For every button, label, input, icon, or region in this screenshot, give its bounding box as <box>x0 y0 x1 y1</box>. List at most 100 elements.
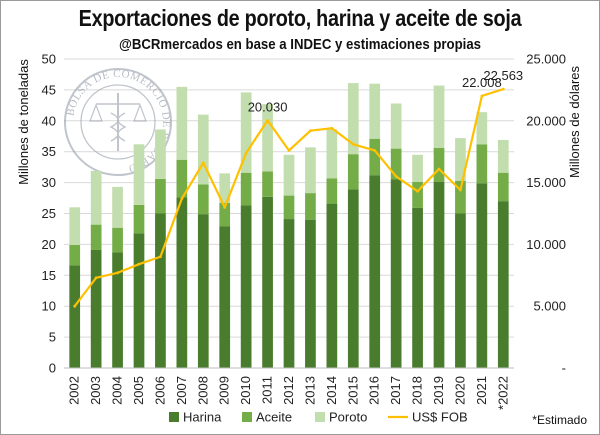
chart-subtitle: @BCRmercados en base a INDEC y estimacio… <box>118 36 482 53</box>
point-fob-2013 <box>309 129 312 133</box>
bar-harina-2006 <box>155 213 166 368</box>
bar-harina-2013 <box>305 219 316 368</box>
bar-aceite-2019 <box>433 147 445 182</box>
legend-swatch-aceite <box>242 412 252 422</box>
x-tick-label: 2019 <box>431 376 446 405</box>
point-fob-2014 <box>330 126 334 130</box>
x-tick-label: 2017 <box>388 376 403 405</box>
bar-harina-2014 <box>326 203 338 368</box>
bar-poroto-2013 <box>305 147 316 194</box>
y-tick-label: 0 <box>49 361 56 376</box>
point-fob-2011 <box>266 119 269 122</box>
x-tick-label: 2012 <box>281 376 296 405</box>
x-tick-label: 2005 <box>131 376 146 405</box>
bar-aceite-2008 <box>197 184 209 215</box>
bar-poroto-2007 <box>176 86 188 160</box>
bar-harina-2018 <box>412 207 423 368</box>
y-axis-left-title: Millones de toneladas <box>16 59 31 185</box>
bar-harina-2011 <box>262 196 273 368</box>
bar-harina-2003 <box>90 249 102 368</box>
y2-tick-label: 10.000 <box>526 237 566 252</box>
x-tick-label: 2015 <box>345 376 360 405</box>
axis-titles: Millones de toneladas Millones de dólare… <box>16 59 582 185</box>
bar-poroto-2005 <box>133 144 145 205</box>
bar-poroto-2015 <box>347 83 359 155</box>
point-fob-2017 <box>394 175 398 178</box>
legend-label: US$ FOB <box>412 410 468 425</box>
bar-poroto-2002 <box>69 207 81 246</box>
point-fob-2004 <box>116 271 119 275</box>
bar-harina-2021 <box>476 183 488 368</box>
bar-aceite-2021 <box>476 144 488 184</box>
bar-poroto-2008 <box>197 114 209 185</box>
bar-harina-2020 <box>455 213 466 368</box>
y2-tick-label: 5.000 <box>533 299 566 314</box>
legend-swatch-harina <box>169 412 179 422</box>
x-tick-label: 2016 <box>367 376 382 405</box>
x-tick-label: 2018 <box>410 376 425 405</box>
point-fob-2012 <box>287 149 291 152</box>
x-tick-label: *2022 <box>495 376 510 410</box>
bar-poroto-2016 <box>369 83 381 139</box>
bar-aceite-2016 <box>369 138 381 176</box>
bar-harina-2004 <box>112 252 123 368</box>
point-fob-2005 <box>137 262 141 266</box>
x-tick-label: 2020 <box>452 376 467 405</box>
point-fob-2022 <box>501 87 505 91</box>
y-tick-label: 5 <box>49 330 56 345</box>
bar-aceite-2015 <box>347 154 359 190</box>
point-fob-2016 <box>373 149 377 152</box>
y-tick-label: 50 <box>42 52 56 67</box>
bar-aceite-2006 <box>155 178 166 214</box>
y-tick-label: 10 <box>42 299 56 314</box>
y-tick-label: 25 <box>42 206 56 221</box>
bar-harina-2022 <box>497 201 509 368</box>
bar-aceite-2012 <box>283 195 295 220</box>
x-tick-label: 2013 <box>302 376 317 405</box>
bar-harina-2016 <box>369 175 381 368</box>
bar-poroto-2006 <box>155 129 166 179</box>
y-tick-label: 20 <box>42 237 56 252</box>
legend-label: Aceite <box>256 410 292 425</box>
bar-aceite-2010 <box>240 172 252 206</box>
bar-harina-2010 <box>240 205 252 368</box>
x-tick-label: 2021 <box>474 376 489 405</box>
bar-harina-2007 <box>176 197 188 368</box>
bar-aceite-2009 <box>219 202 231 227</box>
x-tick-label: 2011 <box>260 376 275 404</box>
bar-harina-2015 <box>347 189 359 368</box>
legend-label: Harina <box>183 410 222 425</box>
point-fob-2010 <box>244 151 248 155</box>
y-tick-label: 30 <box>42 175 56 190</box>
bar-harina-2017 <box>390 179 402 368</box>
bar-harina-2002 <box>69 265 81 368</box>
bar-poroto-2003 <box>90 170 102 225</box>
bar-aceite-2005 <box>133 204 145 234</box>
point-fob-2018 <box>416 189 419 193</box>
bar-aceite-2004 <box>112 227 123 253</box>
bar-poroto-2004 <box>112 186 123 228</box>
legend-swatch-poroto <box>315 412 325 422</box>
bar-aceite-2018 <box>412 181 423 208</box>
bar-poroto-2017 <box>390 103 402 149</box>
data-label-2011: 20.030 <box>248 99 288 114</box>
bars <box>69 83 509 368</box>
bar-aceite-2007 <box>176 159 188 198</box>
point-fob-2021 <box>480 94 484 98</box>
y2-tick-label: 20.000 <box>526 113 566 128</box>
bar-harina-2009 <box>219 226 231 368</box>
x-tick-label: 2006 <box>152 376 167 405</box>
point-fob-2003 <box>94 276 98 280</box>
bar-poroto-2019 <box>433 85 445 148</box>
y-axis-right-title: Millones de dólares <box>567 66 582 179</box>
x-tick-label: 2004 <box>110 376 125 405</box>
point-fob-2020 <box>459 188 462 192</box>
bar-aceite-2013 <box>305 193 316 220</box>
bar-aceite-2002 <box>69 245 81 266</box>
footnote: *Estimado <box>532 413 587 427</box>
bar-aceite-2003 <box>90 224 102 250</box>
x-tick-label: 2014 <box>324 376 339 405</box>
point-fob-2006 <box>159 255 162 259</box>
